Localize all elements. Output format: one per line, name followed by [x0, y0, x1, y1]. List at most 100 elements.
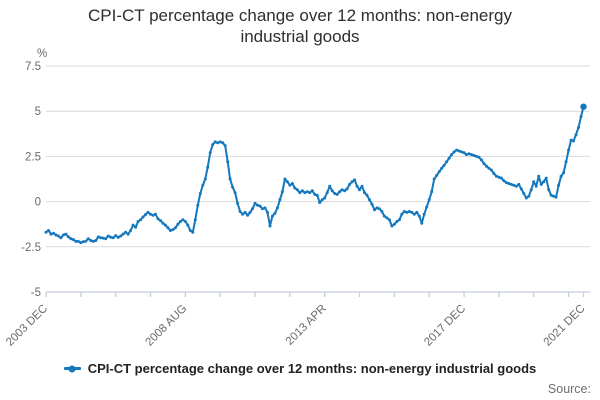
data-point[interactable]: [213, 140, 217, 144]
data-point[interactable]: [273, 211, 277, 215]
data-point[interactable]: [450, 153, 454, 157]
data-point[interactable]: [313, 192, 317, 196]
data-point[interactable]: [432, 177, 436, 181]
data-point[interactable]: [365, 193, 369, 197]
data-point[interactable]: [527, 194, 531, 198]
data-point[interactable]: [231, 185, 235, 189]
data-point[interactable]: [251, 207, 254, 211]
data-point[interactable]: [440, 166, 444, 170]
data-point[interactable]: [435, 173, 439, 177]
data-point[interactable]: [178, 220, 182, 223]
data-point[interactable]: [119, 234, 123, 238]
data-point[interactable]: [126, 232, 130, 236]
data-point[interactable]: [475, 154, 478, 158]
data-point[interactable]: [544, 176, 548, 180]
data-point[interactable]: [462, 151, 466, 155]
data-point[interactable]: [363, 191, 366, 195]
data-point[interactable]: [380, 210, 384, 213]
data-point[interactable]: [191, 230, 195, 234]
data-point[interactable]: [47, 229, 50, 232]
data-point[interactable]: [502, 179, 506, 183]
data-point[interactable]: [382, 214, 386, 218]
data-point[interactable]: [534, 184, 538, 188]
data-point[interactable]: [564, 160, 568, 164]
data-point[interactable]: [104, 237, 108, 241]
data-point[interactable]: [470, 153, 473, 157]
data-point[interactable]: [161, 221, 165, 225]
data-point[interactable]: [577, 126, 580, 129]
data-point[interactable]: [275, 206, 279, 210]
data-point[interactable]: [522, 192, 526, 195]
data-point[interactable]: [300, 189, 304, 193]
data-point[interactable]: [499, 176, 503, 180]
data-point[interactable]: [81, 240, 85, 244]
data-point[interactable]: [89, 239, 93, 242]
data-point[interactable]: [173, 226, 177, 230]
data-point[interactable]: [375, 206, 379, 210]
data-point[interactable]: [407, 210, 411, 213]
data-point[interactable]: [144, 213, 147, 217]
data-point[interactable]: [241, 212, 245, 216]
data-point[interactable]: [91, 239, 95, 243]
data-point[interactable]: [223, 144, 227, 148]
data-point[interactable]: [248, 210, 252, 214]
data-point[interactable]: [467, 152, 471, 156]
data-point[interactable]: [512, 183, 516, 187]
data-point[interactable]: [278, 198, 282, 202]
data-point[interactable]: [134, 225, 138, 229]
data-point[interactable]: [507, 182, 511, 185]
data-point[interactable]: [243, 210, 247, 214]
data-point[interactable]: [504, 181, 508, 185]
data-point[interactable]: [465, 153, 468, 157]
data-point[interactable]: [280, 190, 284, 194]
data-point[interactable]: [181, 218, 185, 222]
data-point[interactable]: [340, 188, 344, 192]
data-point[interactable]: [146, 210, 150, 214]
data-point[interactable]: [358, 188, 361, 192]
data-point[interactable]: [569, 138, 573, 142]
data-point[interactable]: [539, 182, 543, 186]
data-point[interactable]: [109, 235, 113, 239]
data-point[interactable]: [397, 218, 401, 222]
data-point[interactable]: [485, 164, 488, 168]
data-point[interactable]: [410, 210, 414, 214]
data-point[interactable]: [387, 218, 391, 222]
data-point[interactable]: [445, 160, 449, 164]
data-point[interactable]: [305, 190, 309, 194]
data-point[interactable]: [66, 235, 70, 239]
data-point[interactable]: [420, 221, 424, 225]
data-point[interactable]: [69, 237, 73, 241]
data-point[interactable]: [345, 187, 349, 191]
data-point[interactable]: [542, 180, 546, 184]
data-point[interactable]: [228, 177, 232, 181]
data-point[interactable]: [56, 234, 60, 238]
data-point[interactable]: [519, 187, 523, 191]
data-point[interactable]: [198, 192, 202, 195]
data-point[interactable]: [218, 140, 222, 144]
data-point[interactable]: [567, 148, 571, 152]
data-point[interactable]: [44, 230, 48, 234]
data-point[interactable]: [64, 232, 68, 236]
data-point[interactable]: [323, 196, 327, 200]
data-point[interactable]: [489, 168, 493, 172]
data-point[interactable]: [290, 182, 294, 185]
data-point[interactable]: [415, 210, 419, 214]
data-point[interactable]: [246, 213, 250, 217]
data-point[interactable]: [368, 198, 371, 202]
legend-item[interactable]: CPI-CT percentage change over 12 months:…: [63, 361, 536, 376]
data-point[interactable]: [328, 184, 332, 188]
data-point[interactable]: [460, 150, 464, 154]
data-point[interactable]: [76, 239, 80, 243]
data-point[interactable]: [52, 231, 55, 235]
data-point[interactable]: [572, 139, 575, 143]
data-point[interactable]: [353, 178, 357, 182]
data-point[interactable]: [310, 189, 314, 193]
data-point[interactable]: [71, 238, 75, 242]
data-point[interactable]: [136, 220, 140, 223]
data-point[interactable]: [333, 192, 337, 195]
data-point-latest[interactable]: [580, 103, 587, 110]
data-point[interactable]: [54, 233, 58, 237]
data-point[interactable]: [168, 229, 172, 232]
data-line[interactable]: [45, 105, 585, 244]
